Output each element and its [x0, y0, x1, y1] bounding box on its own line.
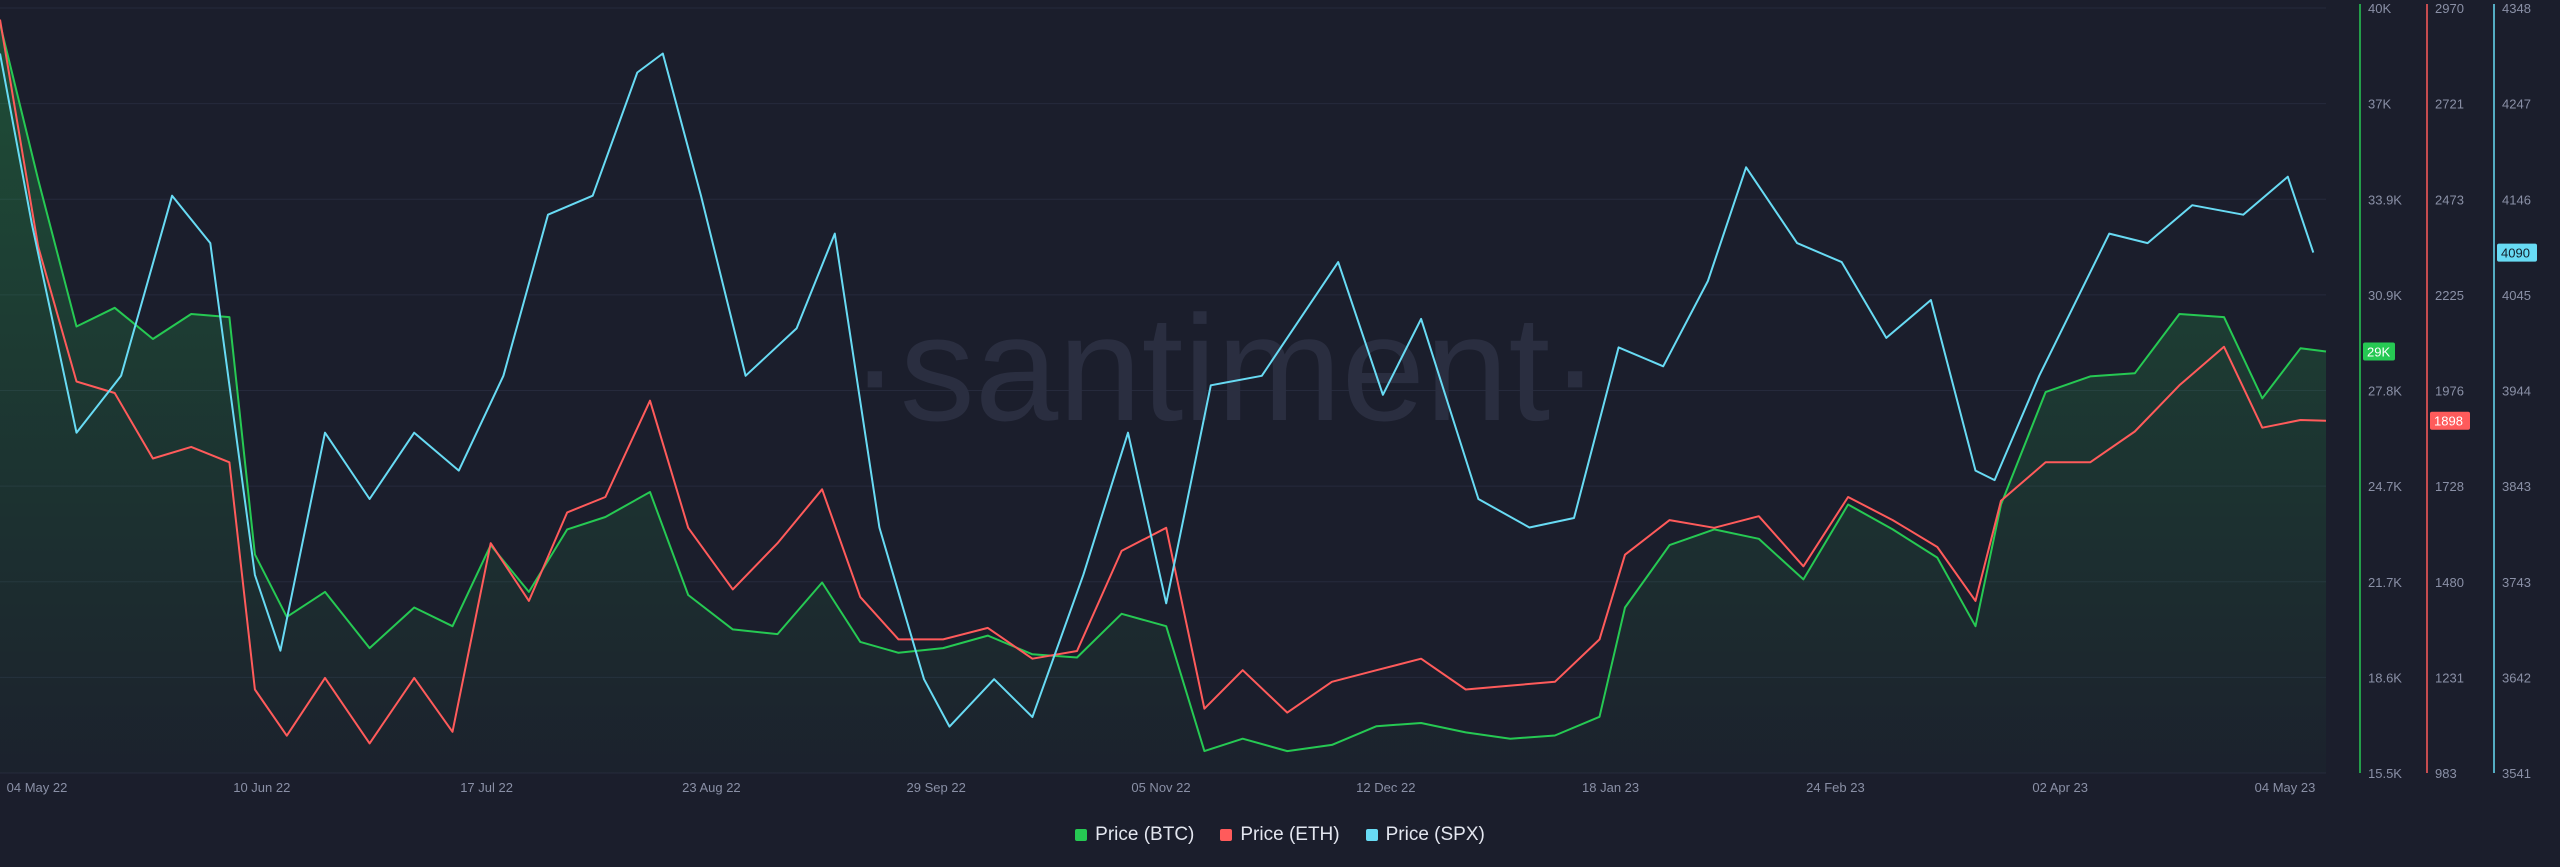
legend-swatch-btc — [1075, 829, 1088, 841]
axis-tick-label: 1480 — [2435, 575, 2464, 590]
axis-tick-label: 27.8K — [2368, 384, 2402, 399]
axis-tick-label: 3843 — [2502, 479, 2531, 494]
x-tick-label: 05 Nov 22 — [1131, 780, 1190, 795]
axis-tick-label: 1976 — [2435, 384, 2464, 399]
x-tick-label: 04 May 23 — [2255, 780, 2316, 795]
last-value-badge — [2363, 342, 2395, 361]
date-axis: 04 May 22 10 Jun 22 17 Jul 22 23 Aug 22 29 S… — [7, 780, 2316, 795]
x-tick-label: 02 Apr 23 — [2032, 780, 2088, 795]
last-value-badge — [2430, 411, 2470, 430]
x-tick-label: 18 Jan 23 — [1582, 780, 1639, 795]
legend-swatch-eth — [1220, 829, 1233, 841]
x-tick-label: 29 Sep 22 — [907, 780, 966, 795]
axis-tick-label: 3541 — [2502, 766, 2531, 781]
axis-tick-label: 37K — [2368, 97, 2391, 112]
last-value-label: 4090 — [2501, 246, 2530, 261]
axis-tick-label: 2225 — [2435, 288, 2464, 303]
axis-tick-label: 18.6K — [2368, 670, 2402, 685]
legend-label-btc: Price (BTC) — [1095, 824, 1195, 845]
x-tick-label: 12 Dec 22 — [1356, 780, 1415, 795]
legend-label-spx: Price (SPX) — [1385, 824, 1485, 845]
series-line-btc — [0, 23, 2327, 753]
chart-legend: Price (BTC) Price (ETH) Price (SPX) — [0, 820, 2560, 850]
axis-tick-label: 24.7K — [2368, 479, 2402, 494]
series-lines — [0, 19, 2327, 774]
x-tick-label: 04 May 22 — [7, 780, 68, 795]
legend-swatch-spx — [1365, 829, 1378, 841]
series-line-eth — [0, 19, 2327, 745]
legend-item-spx[interactable]: Price (SPX) — [1365, 824, 1485, 846]
axis-tick-label: 2970 — [2435, 1, 2464, 16]
axis-tick-label: 3743 — [2502, 575, 2531, 590]
x-tick-label: 23 Aug 22 — [682, 780, 741, 795]
btc-area-fill — [0, 23, 2326, 774]
axis-tick-label: 2473 — [2435, 192, 2464, 207]
price-axes: 40K 37K 33.9K 30.9K 27.8K 24.7K 21.7K 18.6K 15.5… — [2359, 1, 2537, 781]
last-value-label: 29K — [2367, 344, 2390, 359]
x-tick-label: 10 Jun 22 — [233, 780, 290, 795]
last-value-badge — [2497, 243, 2537, 262]
x-tick-label: 17 Jul 22 — [460, 780, 513, 795]
axis-tick-label: 4348 — [2502, 1, 2531, 16]
axis-tick-label: 33.9K — [2368, 192, 2402, 207]
santiment-watermark: ·santiment· — [850, 284, 1600, 452]
axis-tick-label: 3944 — [2502, 384, 2531, 399]
axis-tick-label: 21.7K — [2368, 575, 2402, 590]
legend-label-eth: Price (ETH) — [1240, 824, 1340, 845]
axis-tick-label: 15.5K — [2368, 766, 2402, 781]
axis-tick-label: 40K — [2368, 1, 2391, 16]
axis-tick-label: 3642 — [2502, 670, 2531, 685]
x-tick-label: 24 Feb 23 — [1806, 780, 1865, 795]
axis-tick-label: 2721 — [2435, 97, 2464, 112]
axis-tick-label: 983 — [2435, 766, 2457, 781]
axis-tick-label: 1728 — [2435, 479, 2464, 494]
legend-item-eth[interactable]: Price (ETH) — [1220, 824, 1340, 846]
axis-tick-label: 4045 — [2502, 288, 2531, 303]
axis-tick-label: 4247 — [2502, 97, 2531, 112]
series-line-spx — [0, 52, 2315, 728]
axis-tick-label: 1231 — [2435, 670, 2464, 685]
legend-item-btc[interactable]: Price (BTC) — [1075, 824, 1194, 846]
axis-tick-label: 30.9K — [2368, 288, 2402, 303]
axis-tick-label: 4146 — [2502, 192, 2531, 207]
last-value-label: 1898 — [2434, 414, 2463, 429]
